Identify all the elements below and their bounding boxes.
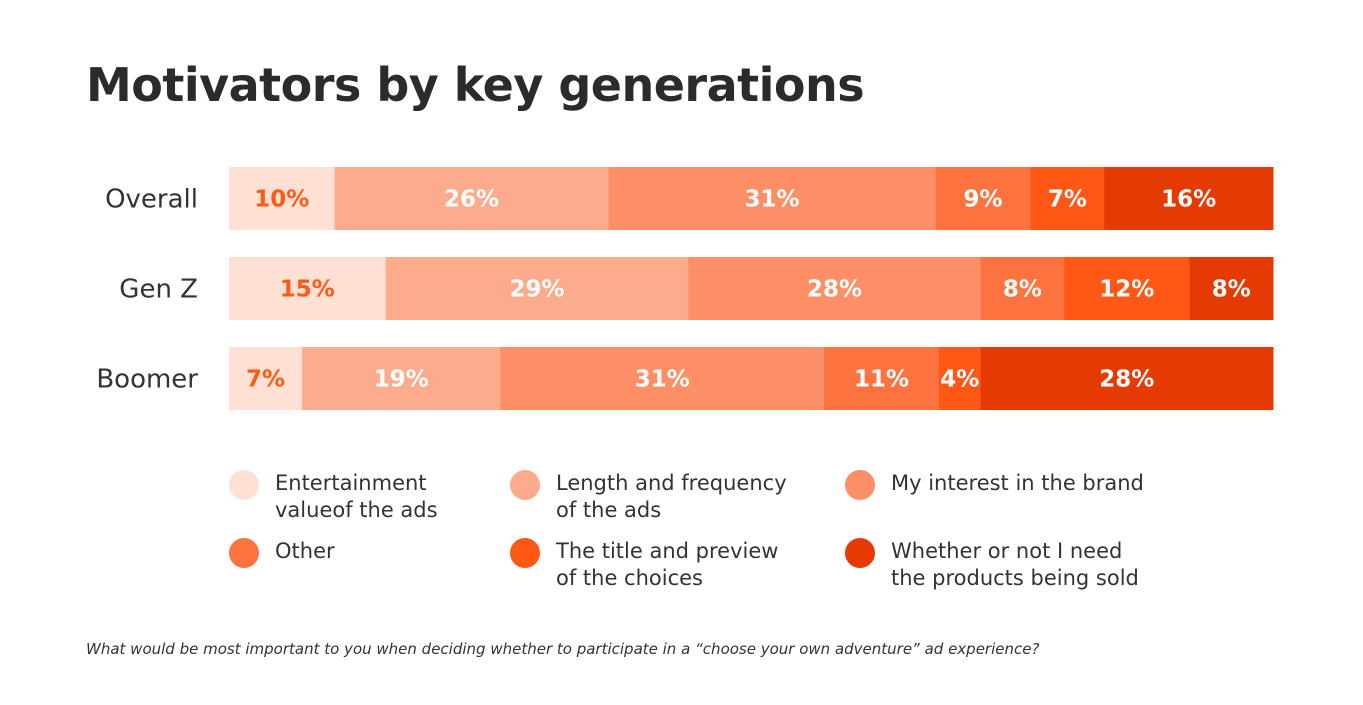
legend-swatch bbox=[845, 538, 875, 568]
data-label: 31% bbox=[635, 367, 690, 393]
data-label: 8% bbox=[1003, 277, 1042, 303]
data-label: 4% bbox=[940, 367, 979, 393]
stacked-bar-chart: Overall 10% 26% 31% 9% 7% 16% Gen Z 15% 29% 28% 8% 1… bbox=[96, 167, 1274, 410]
bar-segment bbox=[938, 347, 982, 410]
legend-swatch bbox=[510, 538, 540, 568]
bar-segment bbox=[1189, 257, 1274, 320]
legend-item-brand-interest: My interest in the brand bbox=[845, 470, 1144, 500]
legend-item-length-frequency: Length and frequency of the ads bbox=[510, 470, 787, 524]
bar-segment bbox=[1030, 167, 1105, 230]
data-label: 7% bbox=[246, 367, 285, 393]
bar-segment bbox=[229, 167, 335, 230]
bar-segment bbox=[980, 257, 1065, 320]
bar-segment bbox=[500, 347, 825, 410]
legend-swatch bbox=[510, 470, 540, 500]
legend-label: Other bbox=[275, 539, 335, 563]
data-label: 19% bbox=[374, 367, 429, 393]
data-label: 8% bbox=[1212, 277, 1251, 303]
legend-item-entertainment: Entertainment valueof the ads bbox=[229, 470, 438, 524]
category-label: Overall bbox=[105, 185, 198, 215]
bar-segment bbox=[1104, 167, 1274, 230]
data-label: 12% bbox=[1099, 277, 1154, 303]
data-label: 11% bbox=[854, 367, 909, 393]
legend-label: Entertainment valueof the ads bbox=[275, 471, 438, 522]
data-label: 28% bbox=[807, 277, 862, 303]
bar-segment bbox=[608, 167, 937, 230]
bar-segment bbox=[824, 347, 940, 410]
data-label: 9% bbox=[963, 187, 1002, 213]
data-label: 26% bbox=[444, 187, 499, 213]
legend-label: The title and preview of the choices bbox=[556, 539, 779, 590]
bar-segment bbox=[229, 347, 303, 410]
data-label: 10% bbox=[254, 187, 309, 213]
legend-label: Length and frequency of the ads bbox=[556, 471, 787, 522]
bar-segment bbox=[980, 347, 1274, 410]
legend-item-title-preview: The title and preview of the choices bbox=[510, 538, 778, 592]
data-label: 7% bbox=[1048, 187, 1087, 213]
footnote: What would be most important to you when… bbox=[86, 640, 1040, 658]
legend-label: Whether or not I need the products being… bbox=[891, 539, 1139, 590]
bar-segment bbox=[229, 257, 387, 320]
category-label: Boomer bbox=[96, 365, 198, 395]
legend-swatch bbox=[229, 538, 259, 568]
category-label: Gen Z bbox=[119, 275, 198, 305]
data-label: 15% bbox=[280, 277, 335, 303]
legend-item-need-products: Whether or not I need the products being… bbox=[845, 538, 1139, 592]
legend-label: My interest in the brand bbox=[891, 471, 1144, 495]
legend-swatch bbox=[229, 470, 259, 500]
bar-segment bbox=[1064, 257, 1190, 320]
legend-swatch bbox=[845, 470, 875, 500]
data-label: 29% bbox=[509, 277, 564, 303]
legend-item-other: Other bbox=[229, 538, 335, 568]
bar-segment bbox=[302, 347, 501, 410]
chart-title: Motivators by key generations bbox=[86, 58, 865, 112]
bar-segment bbox=[385, 257, 689, 320]
bar-segment bbox=[935, 167, 1031, 230]
data-label: 16% bbox=[1161, 187, 1216, 213]
bar-segment bbox=[688, 257, 982, 320]
data-label: 31% bbox=[745, 187, 800, 213]
bar-segment bbox=[334, 167, 610, 230]
data-label: 28% bbox=[1099, 367, 1154, 393]
